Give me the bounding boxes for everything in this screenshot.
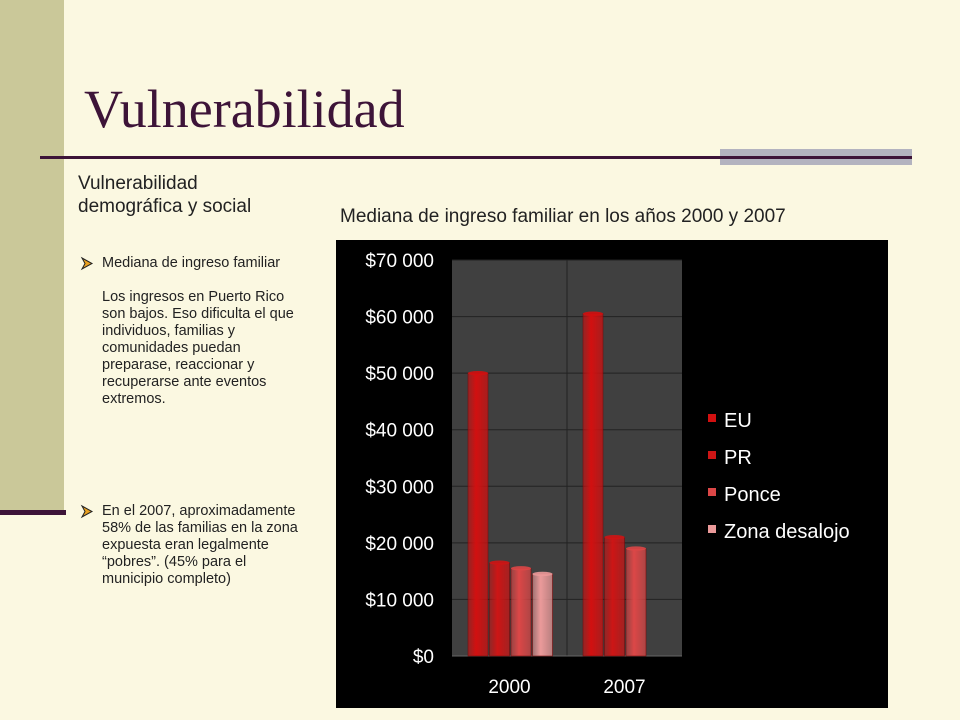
y-tick-label: $10 000 bbox=[365, 590, 434, 611]
legend-swatch bbox=[708, 488, 716, 496]
legend-label: PR bbox=[724, 447, 752, 469]
chart-area: $0 $10 000 $20 000 $30 000 $40 000 $50 000 $60… bbox=[336, 240, 888, 708]
bar-cap bbox=[468, 370, 488, 376]
bar-cap bbox=[626, 546, 646, 551]
y-tick-label: $20 000 bbox=[365, 534, 434, 555]
subheading: Vulnerabilidad demográfica y social bbox=[78, 173, 252, 217]
y-tick-label: $60 000 bbox=[365, 308, 434, 329]
arrow-bullet-icon bbox=[80, 504, 94, 519]
bar bbox=[532, 573, 553, 657]
legend-swatch bbox=[708, 525, 716, 533]
x-tick-label: 2000 bbox=[488, 677, 530, 698]
legend-label: Zona desalojo bbox=[724, 521, 850, 543]
y-tick-label: $70 000 bbox=[365, 251, 434, 272]
legend-label: EU bbox=[724, 410, 752, 432]
band-divider bbox=[0, 510, 66, 515]
arrow-bullet-icon bbox=[80, 256, 94, 271]
bar bbox=[467, 372, 489, 657]
title-rule-accent-line bbox=[720, 156, 912, 159]
slide-title: Vulnerabilidad bbox=[84, 79, 405, 139]
bar bbox=[604, 536, 625, 657]
y-tick-label: $30 000 bbox=[365, 477, 434, 498]
bar-chart: $0 $10 000 $20 000 $30 000 $40 000 $50 000 $60… bbox=[365, 251, 850, 698]
bar-cap bbox=[583, 311, 603, 316]
bullet-paragraph: Mediana de ingreso familiar bbox=[102, 255, 281, 271]
legend-label: Ponce bbox=[724, 484, 781, 506]
legend-swatch bbox=[708, 451, 716, 459]
bar-cap bbox=[511, 566, 531, 571]
chart-title: Mediana de ingreso familiar en los años … bbox=[340, 206, 786, 227]
bullet-text: Mediana de ingreso familiar Los ingresos… bbox=[102, 255, 310, 408]
y-tick-label: $40 000 bbox=[365, 421, 434, 442]
bar bbox=[489, 562, 510, 657]
title-rule bbox=[40, 156, 912, 159]
accent-band bbox=[0, 0, 64, 510]
bar bbox=[510, 568, 532, 657]
bar bbox=[625, 548, 647, 657]
bullet-paragraph: Los ingresos en Puerto Rico son bajos. E… bbox=[102, 289, 294, 407]
bullet-text: En el 2007, aproximadamente 58% de las f… bbox=[102, 503, 310, 588]
x-tick-label: 2007 bbox=[603, 677, 645, 698]
y-tick-label: $50 000 bbox=[365, 364, 434, 385]
bar-cap bbox=[532, 571, 553, 577]
bullet-paragraph: En el 2007, aproximadamente 58% de las f… bbox=[102, 503, 298, 587]
bar-cap bbox=[489, 560, 510, 565]
legend-swatch bbox=[708, 414, 716, 422]
bar bbox=[582, 313, 604, 657]
bar-cap bbox=[604, 535, 625, 540]
y-tick-label: $0 bbox=[413, 647, 434, 668]
